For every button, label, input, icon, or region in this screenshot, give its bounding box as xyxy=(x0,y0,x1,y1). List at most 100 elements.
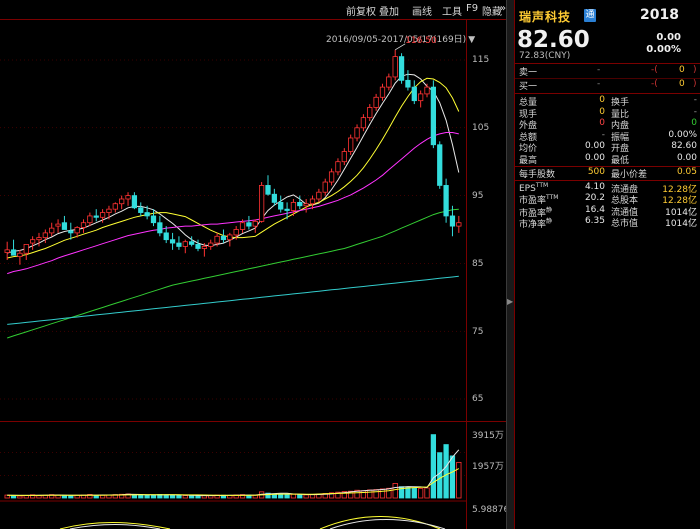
candle xyxy=(49,227,55,234)
volume-bar xyxy=(195,495,201,499)
stat-label: 市盈率TTM xyxy=(519,194,559,206)
candle xyxy=(150,215,157,224)
stat-label: 外盘 xyxy=(519,121,538,131)
candle xyxy=(112,203,118,210)
candle xyxy=(87,215,93,224)
indicator-value-label: 5.98876 xyxy=(472,505,510,515)
toolbar-overlay-button[interactable]: 叠加 xyxy=(379,7,399,18)
candle xyxy=(265,185,271,195)
candle xyxy=(443,185,449,217)
stat-label: 量比 xyxy=(611,109,630,120)
stat-label: 现手 xyxy=(519,109,538,120)
volume-bar xyxy=(418,488,424,499)
ask1-row: 卖一 - -( 0 ) xyxy=(515,65,700,78)
stat-label: 总额 xyxy=(519,132,538,143)
toolbar-hide-button[interactable]: 隐藏 xyxy=(482,7,502,18)
volume-bar xyxy=(290,493,297,499)
candle xyxy=(106,208,112,213)
stat-value: 0 xyxy=(599,95,605,105)
volume-bar xyxy=(61,495,68,499)
candle xyxy=(297,201,303,207)
volume-bar xyxy=(348,490,354,499)
candle xyxy=(23,244,29,254)
candle xyxy=(93,215,99,218)
candle xyxy=(61,222,68,230)
volume-bar xyxy=(424,487,430,499)
stat-value: 0.00% xyxy=(668,129,697,140)
volume-bar xyxy=(17,495,23,499)
stat-value: 0.05 xyxy=(676,167,697,177)
volume-bar xyxy=(265,492,271,499)
candle xyxy=(367,107,373,119)
max-price-label: 116.50 xyxy=(405,36,437,46)
volume-bar xyxy=(367,489,373,499)
candle xyxy=(309,198,316,205)
stat-label: 流通盘 xyxy=(611,184,639,195)
stock-name: 瑞声科技 xyxy=(519,10,572,24)
candle xyxy=(449,215,456,227)
stat-value: 82.60 xyxy=(671,141,697,151)
candle xyxy=(284,208,290,211)
ask1-paren-left: -( xyxy=(651,65,658,75)
volume-pane-divider xyxy=(0,421,510,422)
volume-bar xyxy=(373,489,379,499)
candle xyxy=(119,198,125,205)
divider xyxy=(515,180,700,181)
candle xyxy=(10,249,17,256)
price-axis-divider xyxy=(466,20,467,529)
quote-info-panel: 瑞声科技 通 2018 82.60 0.00 0.00% 72.83(CNY) … xyxy=(514,0,700,529)
date-range-selector[interactable]: 2016/09/05-2017/05/17(169日) ▼ xyxy=(326,32,475,45)
candle xyxy=(227,234,233,241)
candle xyxy=(138,207,144,213)
candle xyxy=(182,241,188,247)
volume-bar xyxy=(354,489,360,499)
kline-chart: 116.50 xyxy=(0,36,466,529)
volume-ma-ma10 xyxy=(7,468,460,496)
max-marker-line xyxy=(395,43,406,51)
volume-bar xyxy=(189,495,195,499)
y-tick-label: 115 xyxy=(472,55,490,65)
last-price: 82.60 xyxy=(517,27,590,53)
candle xyxy=(252,220,258,227)
volume-bar xyxy=(239,494,246,499)
ask1-price: - xyxy=(597,65,601,75)
toolbar-draw-button[interactable]: 画线 xyxy=(412,7,432,18)
candle xyxy=(36,237,42,241)
candle xyxy=(271,193,277,203)
toolbar-adjust-button[interactable]: 前复权 xyxy=(346,7,376,18)
divider xyxy=(515,93,700,94)
stat-value: 0 xyxy=(599,106,605,117)
stat-value: - xyxy=(693,106,697,117)
candle xyxy=(176,242,182,247)
toolbar-more-icon[interactable]: » xyxy=(500,3,507,14)
y-tick-label: 65 xyxy=(472,394,484,404)
volume-bar xyxy=(138,494,144,499)
ma-line-ma5 xyxy=(7,73,460,254)
candle xyxy=(29,239,36,244)
candle xyxy=(411,86,417,102)
toolbar-tools-button[interactable]: 工具 xyxy=(442,7,462,18)
candle xyxy=(303,203,309,207)
toolbar-f9-button[interactable]: F9 xyxy=(466,3,479,14)
candle xyxy=(74,227,80,234)
bid1-label: 买一 xyxy=(519,82,538,92)
volume-bar xyxy=(335,491,341,499)
stat-label: 总量 xyxy=(519,98,538,108)
bid1-paren-right: ) xyxy=(693,79,697,89)
candle xyxy=(80,222,87,228)
volume-bar xyxy=(29,494,36,499)
candle xyxy=(131,195,138,209)
stat-value: 0.00 xyxy=(676,152,697,163)
y-tick-label: 85 xyxy=(472,259,484,269)
candle xyxy=(169,239,176,244)
stat-label: 开盘 xyxy=(611,144,630,154)
candle xyxy=(379,86,386,98)
ma-line-ma120 xyxy=(7,275,459,325)
candle xyxy=(214,235,220,244)
candle xyxy=(201,246,208,249)
stat-label: 内盘 xyxy=(611,121,630,131)
kline-chart-area[interactable]: 2016/09/05-2017/05/17(169日) ▼ 116.50 xyxy=(0,20,510,529)
volume-bar xyxy=(392,483,398,499)
collapse-arrow-icon[interactable]: ▶ xyxy=(507,297,514,306)
stat-value: 6.35 xyxy=(584,216,605,226)
